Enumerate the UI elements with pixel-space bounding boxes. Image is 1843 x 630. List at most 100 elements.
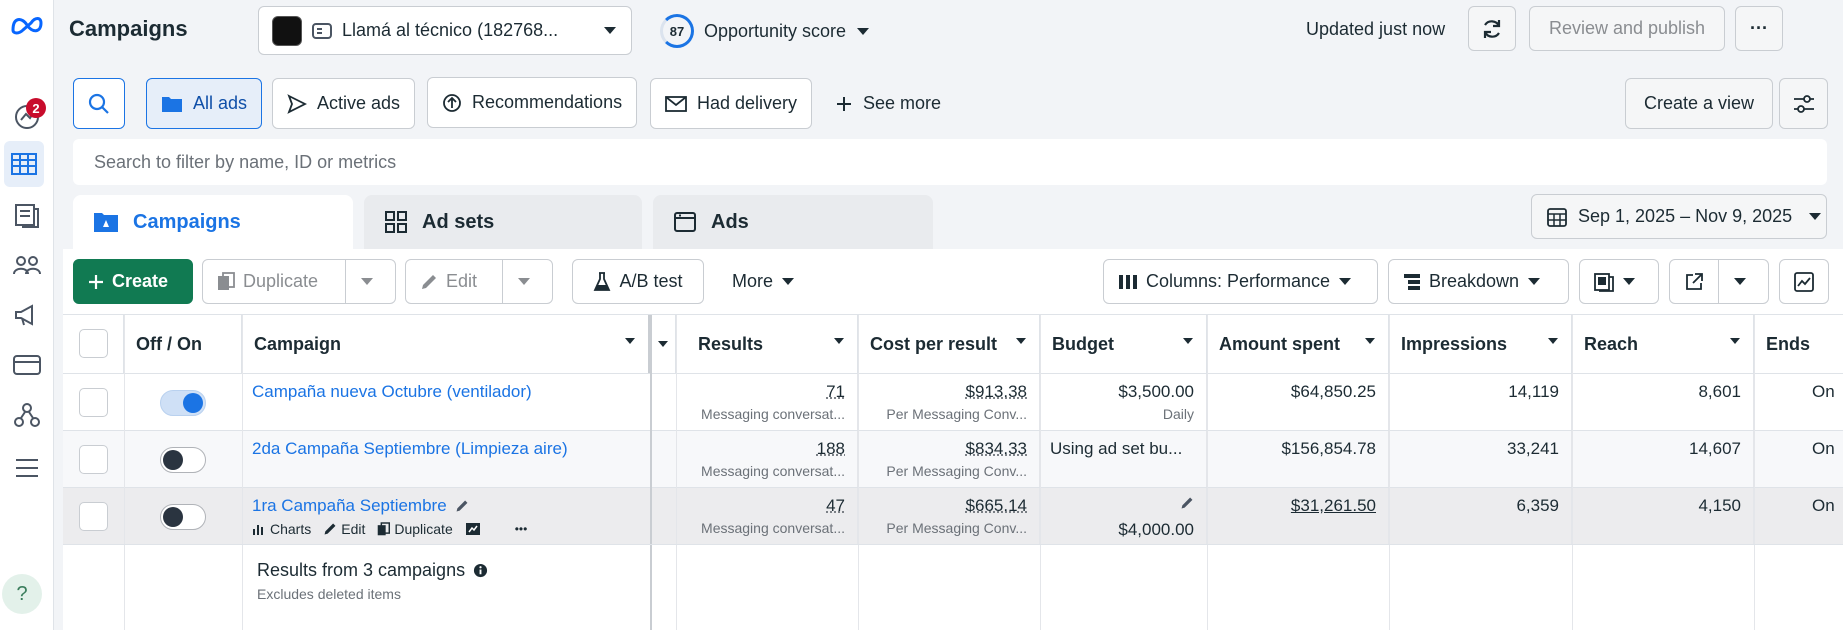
campaign-name-link[interactable]: Campaña nueva Octubre (ventilador) bbox=[252, 382, 532, 401]
cost-value[interactable]: $665.14 bbox=[965, 496, 1027, 515]
campaign-toggle[interactable] bbox=[160, 504, 206, 530]
header-budget[interactable]: Budget bbox=[1040, 315, 1207, 373]
tab-ads[interactable]: Ads bbox=[653, 195, 933, 249]
billing-card-icon[interactable] bbox=[0, 342, 54, 388]
account-selector[interactable]: Llamá al técnico (182768... bbox=[258, 6, 632, 55]
create-button[interactable]: Create bbox=[73, 259, 193, 304]
export-button[interactable] bbox=[1670, 260, 1718, 303]
budget-value[interactable]: Using ad set bu... bbox=[1050, 439, 1183, 458]
info-icon[interactable] bbox=[473, 563, 488, 578]
account-logo bbox=[272, 15, 302, 46]
pencil-icon[interactable] bbox=[455, 499, 469, 513]
charts-toggle-button[interactable] bbox=[1779, 259, 1829, 304]
export-dropdown[interactable] bbox=[1719, 260, 1761, 303]
opportunity-score[interactable]: 87 Opportunity score bbox=[660, 14, 870, 48]
see-more-button[interactable]: See more bbox=[820, 78, 956, 129]
pages-icon[interactable] bbox=[0, 192, 54, 238]
campaigns-table-icon[interactable] bbox=[4, 141, 44, 187]
chip-active-ads[interactable]: Active ads bbox=[272, 78, 416, 129]
table-row[interactable]: 2da Campaña Septiembre (Limpieza aire) 1… bbox=[63, 430, 1843, 488]
create-view-button[interactable]: Create a view bbox=[1625, 78, 1773, 129]
header-reach[interactable]: Reach bbox=[1572, 315, 1754, 373]
amount-spent-value[interactable]: $31,261.50 bbox=[1290, 496, 1376, 515]
sort-icon bbox=[1365, 338, 1375, 344]
more-button[interactable]: More bbox=[717, 259, 837, 304]
search-input[interactable]: Search to filter by name, ID or metrics bbox=[73, 139, 1827, 185]
refresh-button[interactable] bbox=[1468, 6, 1516, 51]
date-range-picker[interactable]: Sep 1, 2025 – Nov 9, 2025 bbox=[1531, 194, 1827, 239]
account-overview-icon[interactable]: 2 bbox=[0, 94, 54, 140]
reports-icon bbox=[1594, 272, 1614, 292]
search-button[interactable] bbox=[73, 78, 125, 129]
header-cost-per-result[interactable]: Cost per result bbox=[858, 315, 1040, 373]
opportunity-score-label: Opportunity score bbox=[704, 20, 847, 41]
tab-label: Ad sets bbox=[422, 210, 495, 233]
pin-chart-icon[interactable] bbox=[465, 522, 481, 536]
row-checkbox[interactable] bbox=[79, 445, 108, 474]
reach-value: 4,150 bbox=[1698, 496, 1741, 515]
calendar-icon bbox=[1547, 207, 1567, 227]
help-button[interactable]: ? bbox=[2, 574, 42, 614]
tab-campaigns[interactable]: Campaigns bbox=[73, 195, 353, 249]
breakdown-button[interactable]: Breakdown bbox=[1388, 259, 1569, 304]
row-more-icon[interactable]: ••• bbox=[514, 522, 528, 536]
header-hidden-col[interactable] bbox=[650, 315, 676, 373]
help-icon: ? bbox=[16, 582, 28, 605]
edit-button[interactable]: Edit bbox=[406, 260, 502, 303]
table-row[interactable]: Campaña nueva Octubre (ventilador) 71 Mes… bbox=[63, 373, 1843, 431]
header-impressions[interactable]: Impressions bbox=[1389, 315, 1572, 373]
select-all-checkbox[interactable] bbox=[79, 329, 108, 358]
pencil-icon[interactable] bbox=[1180, 496, 1194, 510]
row-checkbox[interactable] bbox=[79, 388, 108, 417]
results-value[interactable]: 71 bbox=[826, 382, 845, 401]
duplicate-button[interactable]: Duplicate bbox=[203, 260, 345, 303]
table-row[interactable]: 1ra Campaña Septiembre Charts Edit Dupli… bbox=[63, 487, 1843, 545]
header-amount-spent[interactable]: Amount spent bbox=[1207, 315, 1389, 373]
budget-subtext: Daily bbox=[1162, 406, 1194, 422]
results-value[interactable]: 47 bbox=[826, 496, 845, 515]
duplicate-label: Duplicate bbox=[243, 271, 319, 291]
columns-button[interactable]: Columns: Performance bbox=[1103, 259, 1378, 304]
cost-subtext: Per Messaging Conv... bbox=[886, 463, 1027, 479]
duplicate-dropdown[interactable] bbox=[346, 260, 388, 303]
cost-value[interactable]: $834.33 bbox=[965, 439, 1027, 458]
row-edit-link[interactable]: Edit bbox=[323, 521, 365, 537]
row-duplicate-link[interactable]: Duplicate bbox=[377, 521, 453, 537]
budget-value[interactable]: $3,500.00 bbox=[1118, 382, 1194, 401]
header-results[interactable]: Results bbox=[676, 315, 858, 373]
megaphone-icon[interactable] bbox=[0, 292, 54, 338]
row-charts-link[interactable]: Charts bbox=[252, 521, 311, 537]
edit-dropdown[interactable] bbox=[503, 260, 545, 303]
cost-value[interactable]: $913.38 bbox=[965, 382, 1027, 401]
meta-logo-icon[interactable] bbox=[0, 2, 54, 48]
folder-icon bbox=[162, 96, 182, 112]
events-manager-icon[interactable] bbox=[0, 392, 54, 438]
filter-settings-button[interactable] bbox=[1779, 78, 1828, 129]
header-ends[interactable]: Ends bbox=[1766, 333, 1811, 354]
campaign-toggle[interactable] bbox=[160, 390, 206, 416]
menu-icon[interactable] bbox=[0, 445, 54, 491]
chip-had-delivery[interactable]: Had delivery bbox=[650, 78, 813, 129]
notification-badge: 2 bbox=[26, 98, 46, 118]
reports-button[interactable] bbox=[1579, 259, 1659, 304]
row-checkbox[interactable] bbox=[79, 502, 108, 531]
opportunity-score-value: 87 bbox=[669, 23, 685, 39]
tab-ad-sets[interactable]: Ad sets bbox=[364, 195, 642, 249]
ends-value: On bbox=[1812, 439, 1835, 458]
results-value[interactable]: 188 bbox=[816, 439, 845, 458]
chip-all-ads[interactable]: All ads bbox=[146, 78, 263, 129]
duplicate-icon bbox=[378, 521, 391, 535]
chip-recommendations[interactable]: Recommendations bbox=[427, 77, 638, 128]
campaign-name-link[interactable]: 2da Campaña Septiembre (Limpieza aire) bbox=[252, 439, 568, 458]
campaign-toggle[interactable] bbox=[160, 447, 206, 473]
more-options-button[interactable]: ··· bbox=[1735, 6, 1783, 51]
campaigns-panel: Create Duplicate Edit A/B test More bbox=[63, 249, 1843, 630]
ab-test-button[interactable]: A/B test bbox=[572, 259, 704, 304]
budget-value[interactable]: $4,000.00 bbox=[1118, 520, 1194, 539]
header-campaign[interactable]: Campaign bbox=[242, 315, 650, 373]
export-button-group bbox=[1669, 259, 1769, 304]
campaign-name-link[interactable]: 1ra Campaña Septiembre bbox=[252, 496, 447, 515]
review-publish-button[interactable]: Review and publish bbox=[1529, 6, 1725, 51]
sort-icon bbox=[834, 338, 844, 344]
audiences-icon[interactable] bbox=[0, 242, 54, 288]
